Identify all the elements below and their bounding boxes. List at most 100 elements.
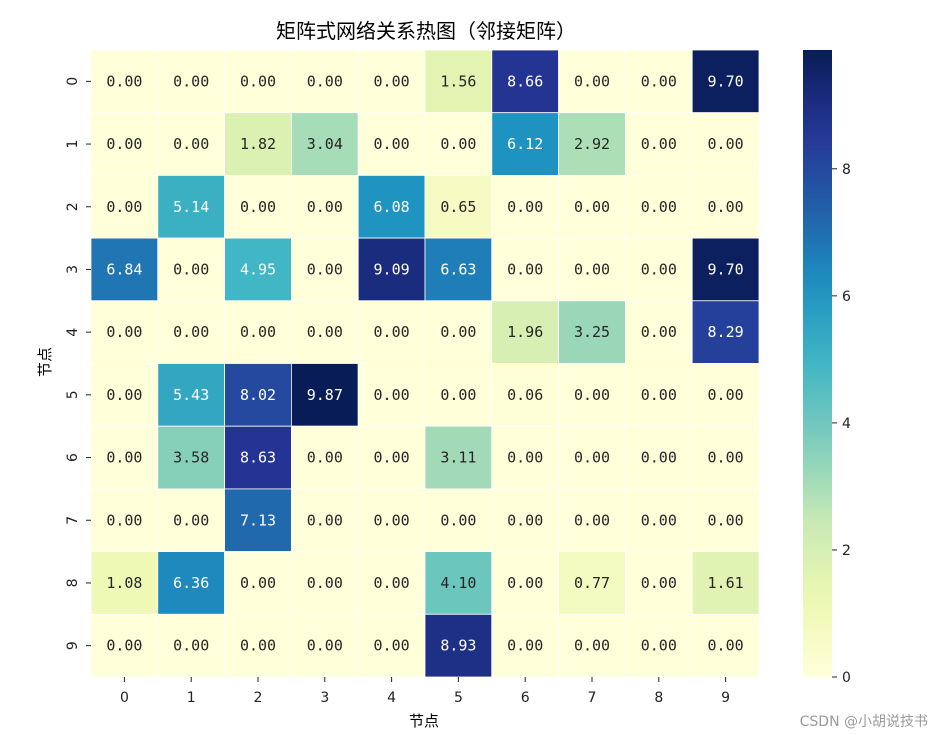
x-tick-label: 0 xyxy=(120,690,129,706)
y-tick-label: 8 xyxy=(65,578,81,587)
y-tick-label: 7 xyxy=(65,516,81,525)
cell-value-label: 0.00 xyxy=(240,637,276,655)
heatmap-cell xyxy=(157,49,226,114)
cell-value-label: 0.00 xyxy=(106,386,142,404)
cell-value-label: 0.00 xyxy=(574,260,610,278)
heatmap-cell xyxy=(558,425,626,490)
heatmap-cell xyxy=(90,237,159,302)
heatmap-cell xyxy=(357,363,426,427)
heatmap-cell xyxy=(90,425,159,490)
cell-value-label: 5.14 xyxy=(173,198,209,216)
cell-value-label: 9.70 xyxy=(708,72,744,90)
x-tick-label: 8 xyxy=(654,690,663,706)
heatmap-cell xyxy=(691,488,760,552)
heatmap-cell xyxy=(90,613,159,678)
cell-value-label: 9.09 xyxy=(374,260,410,278)
x-tick-label: 6 xyxy=(521,690,530,706)
heatmap-cell xyxy=(357,237,426,302)
cell-value-label: 0.00 xyxy=(708,135,744,153)
heatmap-cell xyxy=(357,49,426,114)
heatmap-cell xyxy=(224,174,292,239)
y-tick-label: 0 xyxy=(65,77,81,86)
cell-value-label: 0.00 xyxy=(240,323,276,341)
colorbar-tick-label: 8 xyxy=(842,162,851,178)
heatmap-cell xyxy=(290,112,359,176)
cell-value-label: 4.10 xyxy=(440,574,476,592)
heatmap-cell xyxy=(491,488,559,552)
heatmap-cell xyxy=(491,112,559,176)
heatmap-cell xyxy=(491,300,559,364)
cell-value-label: 0.00 xyxy=(507,511,543,529)
cell-value-label: 0.00 xyxy=(307,323,343,341)
cell-value-label: 0.00 xyxy=(173,637,209,655)
cell-value-label: 0.00 xyxy=(106,135,142,153)
heatmap-cells xyxy=(90,49,760,678)
heatmap-cell xyxy=(558,237,626,302)
cell-value-label: 0.00 xyxy=(708,511,744,529)
heatmap-cell xyxy=(357,488,426,552)
heatmap-cell xyxy=(691,613,760,678)
heatmap-cell xyxy=(290,49,359,114)
heatmap-cell xyxy=(491,551,559,615)
cell-value-label: 0.00 xyxy=(374,135,410,153)
heatmap-cell xyxy=(357,613,426,678)
colorbar xyxy=(803,50,832,677)
heatmap-cell xyxy=(625,488,693,552)
cell-value-label: 6.08 xyxy=(374,198,410,216)
cell-value-label: 6.36 xyxy=(173,574,209,592)
heatmap-cell xyxy=(625,363,693,427)
heatmap-cell xyxy=(424,425,493,490)
cell-value-label: 6.84 xyxy=(106,260,142,278)
heatmap-cell xyxy=(90,174,159,239)
cell-value-label: 0.00 xyxy=(507,260,543,278)
heatmap-cell xyxy=(290,613,359,678)
cell-value-label: 1.82 xyxy=(240,135,276,153)
heatmap-cell xyxy=(558,551,626,615)
y-axis-label: 节点 xyxy=(36,347,54,377)
heatmap-cell xyxy=(625,300,693,364)
cell-value-label: 0.00 xyxy=(708,198,744,216)
heatmap-cell xyxy=(357,174,426,239)
colorbar-tick-label: 4 xyxy=(842,416,851,432)
heatmap-cell xyxy=(491,425,559,490)
heatmap-cell xyxy=(424,49,493,114)
heatmap-cell xyxy=(157,112,226,176)
x-tick-label: 7 xyxy=(588,690,597,706)
heatmap-cell xyxy=(625,613,693,678)
heatmap-cell xyxy=(691,49,760,114)
cell-value-label: 3.25 xyxy=(574,323,610,341)
heatmap-cell xyxy=(224,49,292,114)
heatmap-cell xyxy=(424,237,493,302)
heatmap-cell xyxy=(625,551,693,615)
heatmap-cell xyxy=(157,174,226,239)
y-tick-label: 4 xyxy=(65,328,81,337)
cell-value-label: 0.00 xyxy=(641,574,677,592)
heatmap-cell xyxy=(157,300,226,364)
cell-value-label: 6.12 xyxy=(507,135,543,153)
cell-value-label: 4.95 xyxy=(240,260,276,278)
cell-value-label: 0.00 xyxy=(440,135,476,153)
heatmap-cell xyxy=(691,551,760,615)
cell-labels: 0.00 0.00 0.00 0.00 0.00 1.56 8.66 0.00 0.00 9.70… xyxy=(106,72,743,654)
heatmap-cell xyxy=(625,425,693,490)
heatmap-cell xyxy=(157,488,226,552)
cell-value-label: 0.00 xyxy=(708,449,744,467)
cell-value-label: 0.00 xyxy=(173,511,209,529)
cell-value-label: 0.00 xyxy=(106,449,142,467)
cell-value-label: 1.08 xyxy=(106,574,142,592)
heatmap-cell xyxy=(491,237,559,302)
heatmap-cell xyxy=(357,551,426,615)
cell-value-label: 0.00 xyxy=(106,198,142,216)
cell-value-label: 0.77 xyxy=(574,574,610,592)
heatmap-cell xyxy=(558,300,626,364)
cell-value-label: 8.66 xyxy=(507,72,543,90)
heatmap-cell xyxy=(691,425,760,490)
cell-value-label: 0.00 xyxy=(307,511,343,529)
cell-value-label: 0.00 xyxy=(240,72,276,90)
cell-value-label: 8.63 xyxy=(240,449,276,467)
cell-value-label: 0.00 xyxy=(106,511,142,529)
x-tick-label: 3 xyxy=(320,690,329,706)
cell-value-label: 0.00 xyxy=(440,323,476,341)
heatmap-cell xyxy=(558,488,626,552)
cell-value-label: 0.00 xyxy=(507,637,543,655)
